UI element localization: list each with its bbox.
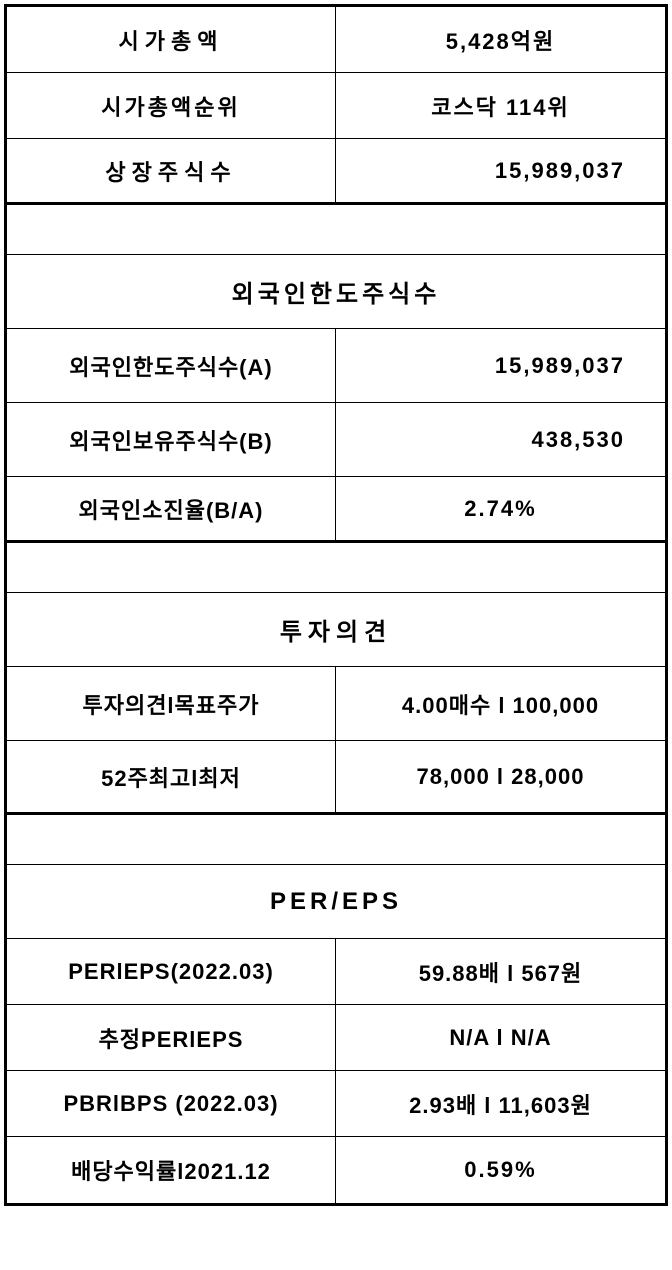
table-row: PBRlBPS (2022.03) 2.93배 l 11,603원 xyxy=(7,1071,665,1137)
value-listed-shares: 15,989,037 xyxy=(336,139,665,202)
stock-info-table: 시가총액 5,428억원 시가총액순위 코스닥 114위 상장주식수 15,98… xyxy=(4,4,668,1206)
table-row: 추정PERlEPS N/A l N/A xyxy=(7,1005,665,1071)
label-foreign-limit-a: 외국인한도주식수(A) xyxy=(7,329,336,402)
header-per-eps: PER/EPS xyxy=(7,865,665,938)
header-opinion: 투자의견 xyxy=(7,593,665,666)
value-dividend-yield: 0.59% xyxy=(336,1137,665,1203)
value-per-eps: 59.88배 l 567원 xyxy=(336,939,665,1004)
section-header-row: 외국인한도주식수 xyxy=(7,255,665,329)
table-row: PERlEPS(2022.03) 59.88배 l 567원 xyxy=(7,939,665,1005)
table-row: 배당수익률l2021.12 0.59% xyxy=(7,1137,665,1203)
value-market-cap-rank: 코스닥 114위 xyxy=(336,73,665,138)
label-opinion-target: 투자의견l목표주가 xyxy=(7,667,336,740)
table-row: 외국인보유주식수(B) 438,530 xyxy=(7,403,665,477)
table-row: 시가총액 5,428억원 xyxy=(7,7,665,73)
header-foreign-limit: 외국인한도주식수 xyxy=(7,255,665,328)
value-est-per-eps: N/A l N/A xyxy=(336,1005,665,1070)
table-row: 상장주식수 15,989,037 xyxy=(7,139,665,205)
label-per-eps: PERlEPS(2022.03) xyxy=(7,939,336,1004)
section-gap xyxy=(7,205,665,255)
table-row: 시가총액순위 코스닥 114위 xyxy=(7,73,665,139)
table-row: 외국인한도주식수(A) 15,989,037 xyxy=(7,329,665,403)
section-gap xyxy=(7,543,665,593)
value-foreign-limit-a: 15,989,037 xyxy=(336,329,665,402)
label-foreign-ratio: 외국인소진율(B/A) xyxy=(7,477,336,540)
value-opinion-target: 4.00매수 l 100,000 xyxy=(336,667,665,740)
label-52week: 52주최고l최저 xyxy=(7,741,336,812)
table-row: 외국인소진율(B/A) 2.74% xyxy=(7,477,665,543)
value-foreign-hold-b: 438,530 xyxy=(336,403,665,476)
label-market-cap-rank: 시가총액순위 xyxy=(7,73,336,138)
label-listed-shares: 상장주식수 xyxy=(7,139,336,202)
label-foreign-hold-b: 외국인보유주식수(B) xyxy=(7,403,336,476)
value-pbr-bps: 2.93배 l 11,603원 xyxy=(336,1071,665,1136)
label-est-per-eps: 추정PERlEPS xyxy=(7,1005,336,1070)
section-header-row: PER/EPS xyxy=(7,865,665,939)
section-gap xyxy=(7,815,665,865)
label-market-cap: 시가총액 xyxy=(7,7,336,72)
label-dividend-yield: 배당수익률l2021.12 xyxy=(7,1137,336,1203)
table-row: 52주최고l최저 78,000 l 28,000 xyxy=(7,741,665,815)
value-foreign-ratio: 2.74% xyxy=(336,477,665,540)
value-52week: 78,000 l 28,000 xyxy=(336,741,665,812)
table-row: 투자의견l목표주가 4.00매수 l 100,000 xyxy=(7,667,665,741)
value-market-cap: 5,428억원 xyxy=(336,7,665,72)
section-header-row: 투자의견 xyxy=(7,593,665,667)
label-pbr-bps: PBRlBPS (2022.03) xyxy=(7,1071,336,1136)
